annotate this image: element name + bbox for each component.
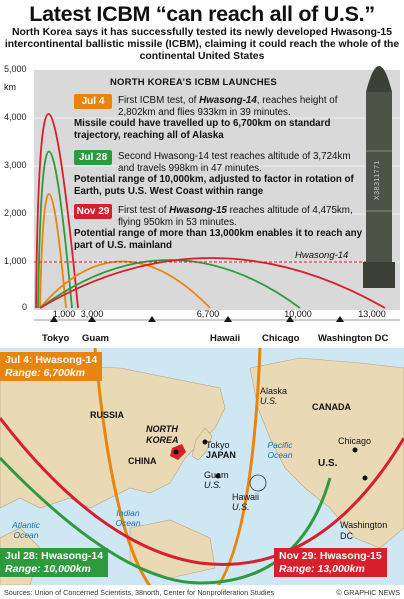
launch-entry-jul4: Jul 4 First ICBM test, of Hwasong-14, re… [74, 94, 374, 142]
missile-serial: X38311771 [374, 160, 381, 200]
label-north-korea: NORTH KOREA [146, 424, 179, 445]
label-tokyo: Tokyo [206, 440, 230, 450]
arc-jul28-lofted [37, 150, 73, 309]
range-box-jul4: Jul 4: Hwasong-14 Range: 6,700km [0, 352, 103, 381]
label-us: U.S. [318, 458, 338, 469]
launch-text: First test of Hwasong-15 reaches altitud… [118, 205, 353, 228]
y-tick-0: 0 [22, 302, 28, 312]
label-japan: JAPAN [206, 450, 236, 460]
y-tick-2000: 2,000 [4, 208, 27, 218]
launch-text: Second Hwasong-14 test reaches altitude … [118, 151, 351, 174]
missile-illustration [363, 66, 395, 288]
date-badge: Nov 29 [74, 204, 112, 219]
launches-panel-title: NORTH KOREA’S ICBM LAUNCHES [110, 77, 277, 88]
range-value: Range: 6,700km [5, 366, 85, 379]
japan-landmass [191, 427, 213, 461]
date-badge: Jul 28 [74, 150, 112, 165]
city-hawaii: Hawaii [210, 333, 241, 344]
sources: Sources: Union of Concerned Scientists, … [4, 588, 275, 597]
eurasia-landmass [0, 365, 226, 509]
missile-label: Hwasong-14 [295, 250, 349, 261]
y-tick-5000: 5,000 [4, 64, 27, 74]
date-badge: Jul 4 [74, 94, 112, 109]
launch-entry-jul28: Jul 28 Second Hwasong-14 test reaches al… [74, 150, 374, 198]
label-indian: Indian Ocean [115, 508, 141, 528]
trajectory-chart [34, 66, 400, 322]
page-subtitle: North Korea says it has successfully tes… [4, 27, 400, 63]
x-tick-6700: 6,700 [196, 309, 220, 319]
x-tick-1000: 1,000 [52, 309, 76, 319]
range-ring-nov29 [0, 417, 404, 566]
label-guam-us: U.S. [204, 480, 222, 490]
range-value: Range: 13,000km [279, 562, 365, 575]
label-pacific: Pacific Ocean [267, 440, 293, 460]
x-tick-13000: 13,000 [358, 309, 386, 319]
range-title: Nov 29: Hwasong-15 [279, 550, 382, 562]
y-tick-4000: 4,000 [4, 112, 27, 122]
label-canada: CANADA [312, 402, 351, 412]
label-washington: Washington DC [340, 520, 388, 541]
y-tick-3000: 3,000 [4, 160, 27, 170]
x-tick-3000: 3,000 [80, 309, 104, 319]
city-guam: Guam [82, 333, 109, 344]
label-atlantic: Atlantic Ocean [12, 520, 40, 540]
label-hawaii: Hawaii [232, 492, 260, 502]
label-hawaii-us: U.S. [232, 502, 250, 512]
range-ring-jul28 [0, 456, 332, 585]
label-alaska: Alaska [260, 386, 288, 396]
range-title: Jul 4: Hwasong-14 [5, 354, 98, 366]
y-tick-1000: 1,000 [4, 256, 27, 266]
label-alaska-us: U.S. [260, 396, 278, 406]
range-box-jul28: Jul 28: Hwasong-14 Range: 10,000km [0, 548, 109, 577]
arc-jul4-range [39, 260, 211, 309]
label-guam: Guam [204, 470, 229, 480]
arc-nov29-range [39, 257, 386, 309]
page-title: Latest ICBM “can reach all of U.S.” [29, 2, 375, 26]
world-map [0, 348, 404, 585]
city-washington: Washington DC [318, 333, 389, 344]
range-title: Jul 28: Hwasong-14 [5, 550, 104, 562]
label-china: CHINA [128, 456, 157, 466]
y-unit: km [4, 82, 16, 92]
launch-entry-nov29: Nov 29 First test of Hwasong-15 reaches … [74, 204, 374, 252]
range-ring-jul4 [93, 348, 262, 585]
city-chicago: Chicago [262, 333, 300, 344]
city-tokyo: Tokyo [42, 333, 70, 344]
north-america-landmass [249, 357, 404, 549]
label-russia: RUSSIA [90, 410, 125, 420]
arc-nov29-lofted [35, 113, 79, 309]
launch-note: Missile could have travelled up to 6,700… [74, 118, 331, 141]
label-chicago: Chicago [338, 436, 372, 446]
credit: © GRAPHIC NEWS [336, 588, 400, 597]
x-tick-10000: 10,000 [284, 309, 312, 319]
launch-text: First ICBM test, of Hwasong-14, reaches … [118, 95, 338, 118]
arc-jul4-lofted [39, 193, 67, 309]
range-box-nov29: Nov 29: Hwasong-15 Range: 13,000km [274, 548, 387, 577]
range-value: Range: 10,000km [5, 562, 91, 575]
launch-note: Potential range of more than 13,000km en… [74, 228, 363, 251]
launch-note: Potential range of 10,000km, adjusted to… [74, 174, 354, 197]
